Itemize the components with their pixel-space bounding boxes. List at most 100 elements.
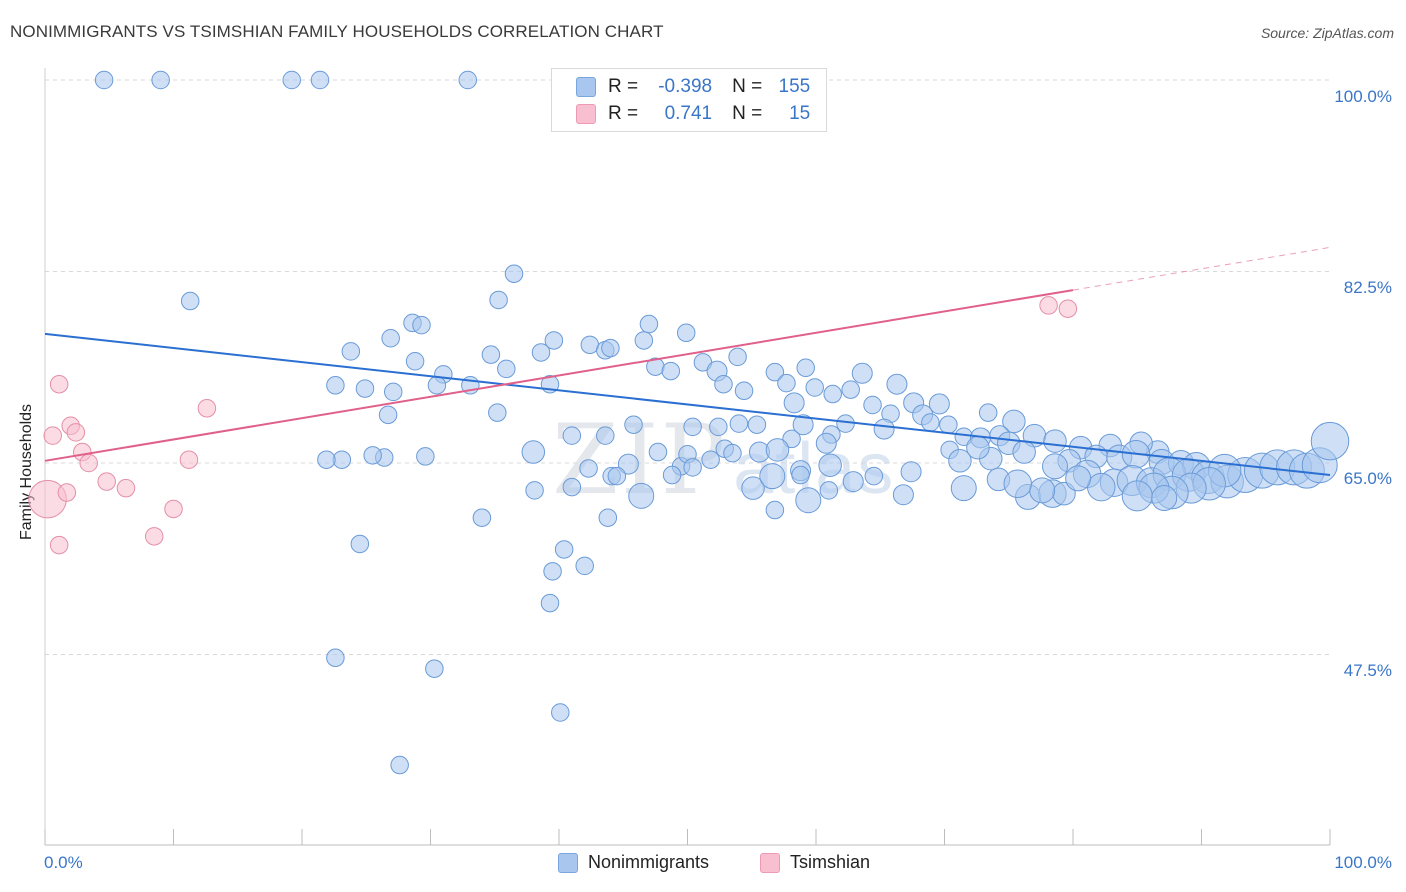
nonimmigrants-point	[661, 361, 681, 381]
nonimmigrants-point	[796, 358, 815, 378]
nonimmigrants-point	[497, 359, 516, 379]
nonimmigrants-point	[741, 476, 765, 500]
tsimshian-point	[79, 453, 98, 473]
legend-row-nonimmigrants: R = -0.398 N = 155	[576, 75, 810, 99]
tsimshian-point	[1039, 296, 1058, 315]
nonimmigrants-point	[950, 475, 977, 502]
legend-swatch-nonimmigrants	[576, 77, 596, 97]
nonimmigrants-point	[818, 453, 842, 477]
nonimmigrants-point	[939, 415, 958, 434]
nonimmigrants-point	[819, 481, 839, 500]
nonimmigrants-point	[458, 70, 478, 90]
tsimshian-point	[116, 478, 136, 498]
nonimmigrants-point	[728, 347, 747, 367]
nonimmigrants-point	[1065, 465, 1092, 492]
nonimmigrants-point	[873, 418, 895, 440]
nonimmigrants-point	[521, 440, 546, 464]
nonimmigrants-point	[472, 508, 492, 527]
nonimmigrants-point	[966, 435, 990, 460]
tsimshian-point	[97, 472, 116, 491]
nonimmigrants-point	[841, 380, 860, 399]
legend-label-tsimshian: Tsimshian	[790, 852, 871, 872]
nonimmigrants-point	[551, 703, 570, 722]
nonimmigrants-point	[310, 70, 330, 90]
nonimmigrants-point	[488, 403, 507, 422]
nonimmigrants-point	[531, 343, 551, 362]
series-legend: Nonimmigrants Tsimshian	[0, 852, 1406, 876]
tsimshian-point	[66, 423, 86, 442]
tsimshian-point	[197, 399, 217, 418]
legend-r-label: R =	[608, 76, 639, 97]
tsimshian-point	[43, 426, 62, 445]
nonimmigrants-point	[734, 381, 754, 401]
nonimmigrants-point	[381, 329, 400, 348]
legend-swatch-nonimmigrants	[558, 852, 578, 873]
nonimmigrants-point	[1151, 485, 1178, 512]
tsimshian-point	[144, 527, 164, 546]
nonimmigrants-point	[596, 426, 615, 445]
nonimmigrants-point	[543, 562, 562, 581]
legend-item-tsimshian[interactable]: Tsimshian	[760, 852, 870, 873]
nonimmigrants-point	[554, 540, 574, 559]
nonimmigrants-point	[805, 378, 824, 397]
legend-swatch-tsimshian	[760, 852, 780, 873]
nonimmigrants-point	[617, 453, 639, 475]
nonimmigrants-point	[900, 461, 922, 483]
nonimmigrants-point	[575, 556, 594, 576]
nonimmigrants-point	[481, 345, 501, 364]
nonimmigrants-point	[634, 331, 654, 350]
nonimmigrants-point	[639, 314, 659, 334]
nonimmigrants-point	[489, 290, 508, 310]
nonimmigrants-point	[544, 331, 564, 350]
legend-n-value: 15	[789, 103, 811, 124]
nonimmigrants-point	[628, 482, 655, 509]
nonimmigrants-point	[886, 373, 908, 395]
nonimmigrants-point	[795, 487, 822, 514]
nonimmigrants-point	[928, 393, 950, 415]
legend-n-value: 155	[778, 76, 811, 97]
nonimmigrants-point	[683, 417, 702, 437]
legend-item-nonimmigrants[interactable]: Nonimmigrants	[558, 852, 709, 873]
nonimmigrants-point	[777, 373, 796, 393]
y-tick-label-65: 65.0%	[1343, 469, 1392, 488]
nonimmigrants-point	[791, 465, 810, 485]
legend-row-tsimshian: R = 0.741 N = 15	[576, 102, 810, 126]
tsimshian-point	[1058, 299, 1078, 318]
nonimmigrants-point	[425, 659, 444, 678]
x-tick-label-max: 100.0%	[1334, 853, 1392, 872]
nonimmigrants-point	[562, 426, 582, 445]
nonimmigrants-point	[747, 415, 767, 434]
nonimmigrants-point	[378, 405, 398, 425]
nonimmigrants-point	[864, 466, 884, 486]
nonimmigrants-point	[579, 459, 598, 478]
nonimmigrants-point	[863, 395, 882, 415]
nonimmigrants-point	[1087, 472, 1116, 502]
nonimmigrants-point	[504, 264, 524, 283]
nonimmigrants-point	[601, 338, 620, 358]
nonimmigrants-point	[580, 335, 600, 355]
correlation-legend: R = -0.398 N = 155 R = 0.741 N = 15	[551, 68, 827, 132]
legend-r-value: 0.741	[664, 103, 713, 124]
y-tick-label-47-5: 47.5%	[1343, 661, 1392, 680]
nonimmigrants-point	[412, 315, 431, 335]
nonimmigrants-point	[836, 414, 855, 433]
nonimmigrants-point	[729, 414, 749, 433]
nonimmigrants-point	[332, 450, 352, 469]
tsimshian-trend-line	[44, 289, 1074, 462]
nonimmigrants-point	[341, 342, 361, 361]
chart-title: NONIMMIGRANTS VS TSIMSHIAN FAMILY HOUSEH…	[10, 22, 664, 41]
nonimmigrants-point	[1121, 480, 1153, 512]
nonimmigrants-point	[326, 648, 345, 668]
legend-r-label: R =	[608, 103, 639, 124]
nonimmigrants-point	[842, 471, 864, 493]
nonimmigrants-point	[1043, 429, 1067, 453]
nonimmigrants-point	[427, 376, 447, 395]
y-tick-label-100: 100.0%	[1334, 87, 1392, 106]
nonimmigrants-point	[765, 500, 785, 520]
nonimmigrants-point	[624, 415, 643, 434]
nonimmigrants-point	[648, 442, 668, 462]
nonimmigrants-point	[282, 70, 301, 90]
nonimmigrants-point	[676, 323, 696, 343]
nonimmigrants-point	[1012, 440, 1036, 464]
